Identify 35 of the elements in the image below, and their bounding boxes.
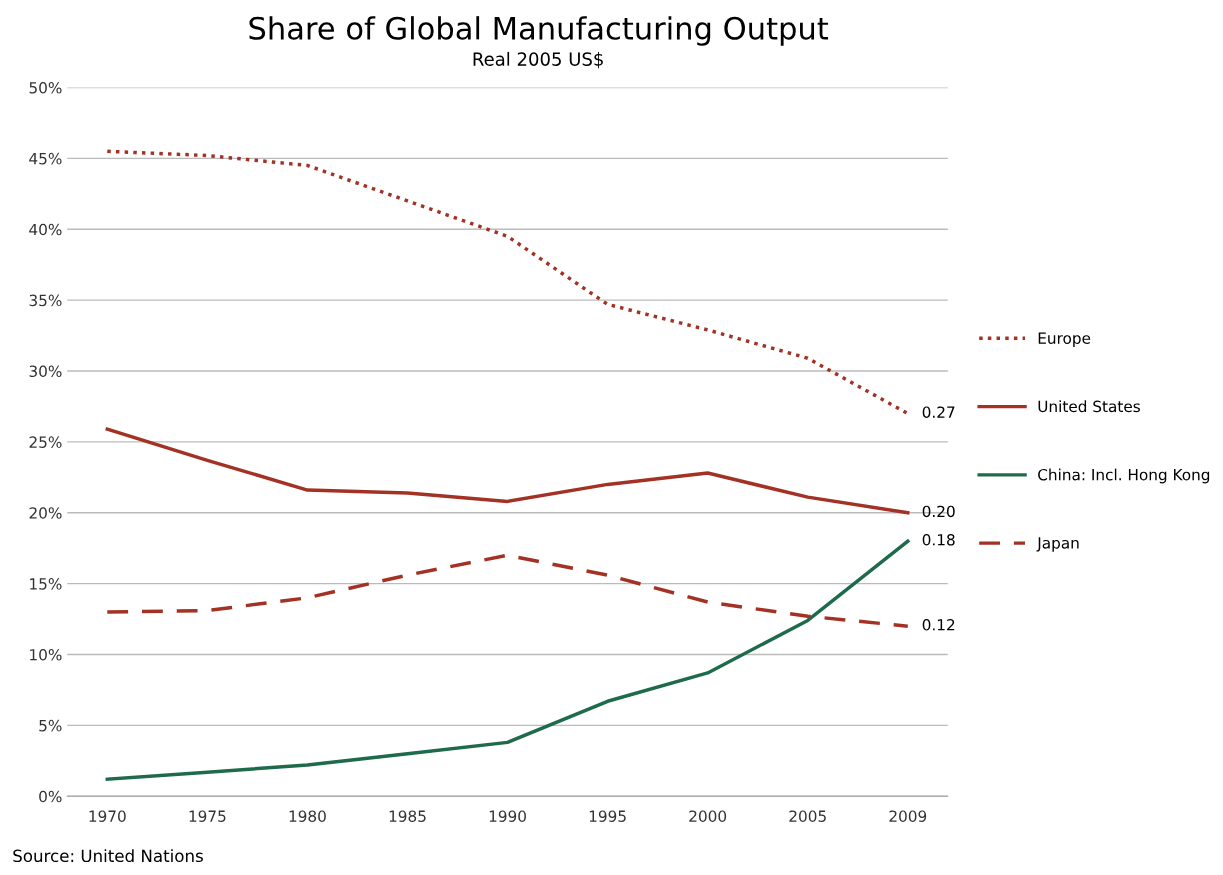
y-tick-label: 15% [30, 578, 62, 590]
x-tick-label: 2009 [889, 810, 927, 822]
legend-label: Europe [1038, 332, 1091, 347]
legend-label: China: Incl. Hong Kong [1038, 468, 1210, 484]
x-tick-label: 1975 [189, 810, 226, 822]
x-tick-label: 2000 [689, 810, 727, 822]
line-series [105, 553, 910, 628]
y-tick-label: 25% [29, 436, 62, 448]
legend-label: United States [1038, 400, 1140, 413]
data-label: 0.20 [922, 505, 955, 518]
y-tick-label: 40% [29, 223, 62, 236]
y-tick-label: 0% [39, 790, 62, 803]
x-tick-label: 1970 [89, 810, 126, 822]
legend-label: Japan [1036, 537, 1079, 552]
chart-subtitle: Real 2005 US$ [473, 51, 603, 69]
source-note: Source: United Nations [13, 849, 203, 863]
chart-title: Share of Global Manufacturing Output [249, 16, 829, 46]
line-series [105, 149, 910, 416]
y-tick-label: 50% [29, 81, 62, 94]
y-tick-label: 45% [29, 152, 62, 165]
x-tick-label: 1995 [589, 810, 626, 822]
line-series [105, 539, 910, 781]
data-label: 0.18 [922, 533, 955, 546]
x-tick-label: 1985 [389, 810, 426, 822]
x-tick-label: 1990 [489, 810, 526, 822]
data-label: 0.12 [922, 619, 955, 631]
y-tick-label: 20% [29, 507, 62, 519]
y-tick-label: 5% [39, 719, 62, 732]
y-tick-label: 35% [29, 294, 62, 307]
data-label: 0.27 [922, 406, 955, 418]
x-tick-label: 2005 [789, 810, 826, 822]
x-tick-label: 1980 [289, 810, 326, 822]
y-tick-label: 30% [29, 365, 62, 378]
y-tick-label: 10% [30, 648, 62, 661]
line-series [105, 427, 910, 515]
